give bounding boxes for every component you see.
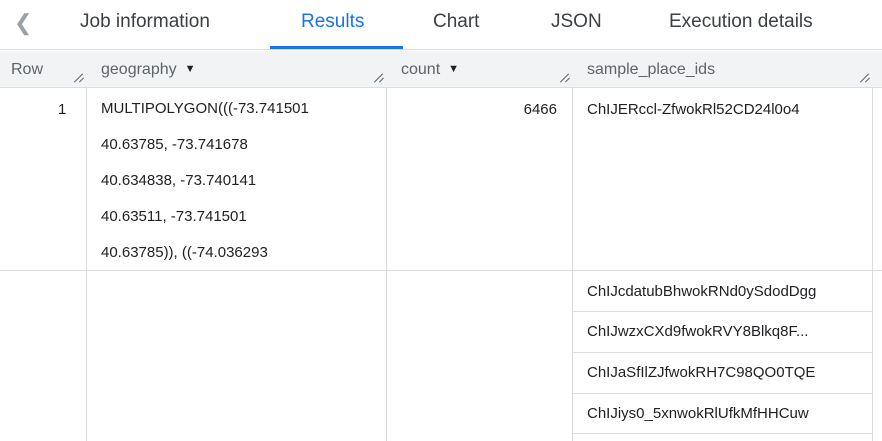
table-header: Row geography ▼ count ▼ sample_place_ids [0, 51, 882, 88]
geography-line: 40.63785)), ((-74.036293 [101, 244, 268, 261]
tab-results[interactable]: Results [301, 11, 365, 32]
place-id-cell[interactable]: ChIJERccl-ZfwokRl52CD24l0o4 [587, 101, 800, 118]
row-divider [572, 433, 872, 434]
geography-line: MULTIPOLYGON(((-73.741501 [101, 100, 309, 117]
column-header-row: Row [11, 61, 44, 78]
sort-dropdown-icon[interactable]: ▼ [448, 63, 460, 75]
column-resize-handle[interactable] [72, 73, 84, 83]
tab-execution-details[interactable]: Execution details [669, 11, 813, 32]
column-label: count [401, 61, 441, 78]
column-divider [872, 88, 873, 441]
row-divider [572, 311, 872, 312]
column-header-geography[interactable]: geography ▼ [101, 61, 196, 79]
place-id-cell[interactable]: ChIJwzxCXd9fwokRVY8Blkq8F... [587, 323, 809, 340]
place-id-cell[interactable]: ChIJcdatubBhwokRNd0ySdodDgg [587, 283, 817, 300]
count-cell[interactable]: 6466 [523, 101, 557, 118]
row-divider [572, 393, 872, 394]
column-divider [386, 88, 387, 441]
column-divider [572, 88, 573, 441]
row-number: 1 [58, 101, 67, 118]
row-divider [0, 270, 882, 271]
place-id-cell[interactable]: ChIJiys0_5xnwokRlUfkMfHHCuw [587, 405, 809, 422]
tab-json[interactable]: JSON [551, 11, 602, 32]
column-resize-handle[interactable] [558, 73, 570, 83]
column-divider [86, 88, 87, 441]
place-id-cell[interactable]: ChIJaSfIlZJfwokRH7C98QO0TQE [587, 364, 816, 381]
column-label: geography [101, 61, 177, 78]
row-divider [572, 352, 872, 353]
column-resize-handle[interactable] [858, 73, 870, 83]
geography-line: 40.63511, -73.741501 [101, 208, 247, 225]
sort-dropdown-icon[interactable]: ▼ [184, 63, 196, 75]
column-header-count[interactable]: count ▼ [401, 61, 459, 79]
tab-bar: ❮ Job information Results Chart JSON Exe… [0, 0, 882, 50]
geography-line: 40.634838, -73.740141 [101, 172, 257, 189]
chevron-left-icon[interactable]: ❮ [14, 10, 33, 35]
column-resize-handle[interactable] [372, 73, 384, 83]
column-header-sample-place-ids: sample_place_ids [587, 61, 716, 78]
active-tab-indicator [270, 46, 403, 49]
tab-job-information[interactable]: Job information [80, 11, 210, 32]
geography-cell[interactable]: MULTIPOLYGON(((-73.741501 40.63785, -73.… [101, 91, 309, 271]
geography-line: 40.63785, -73.741678 [101, 136, 248, 153]
tab-chart[interactable]: Chart [433, 11, 480, 32]
